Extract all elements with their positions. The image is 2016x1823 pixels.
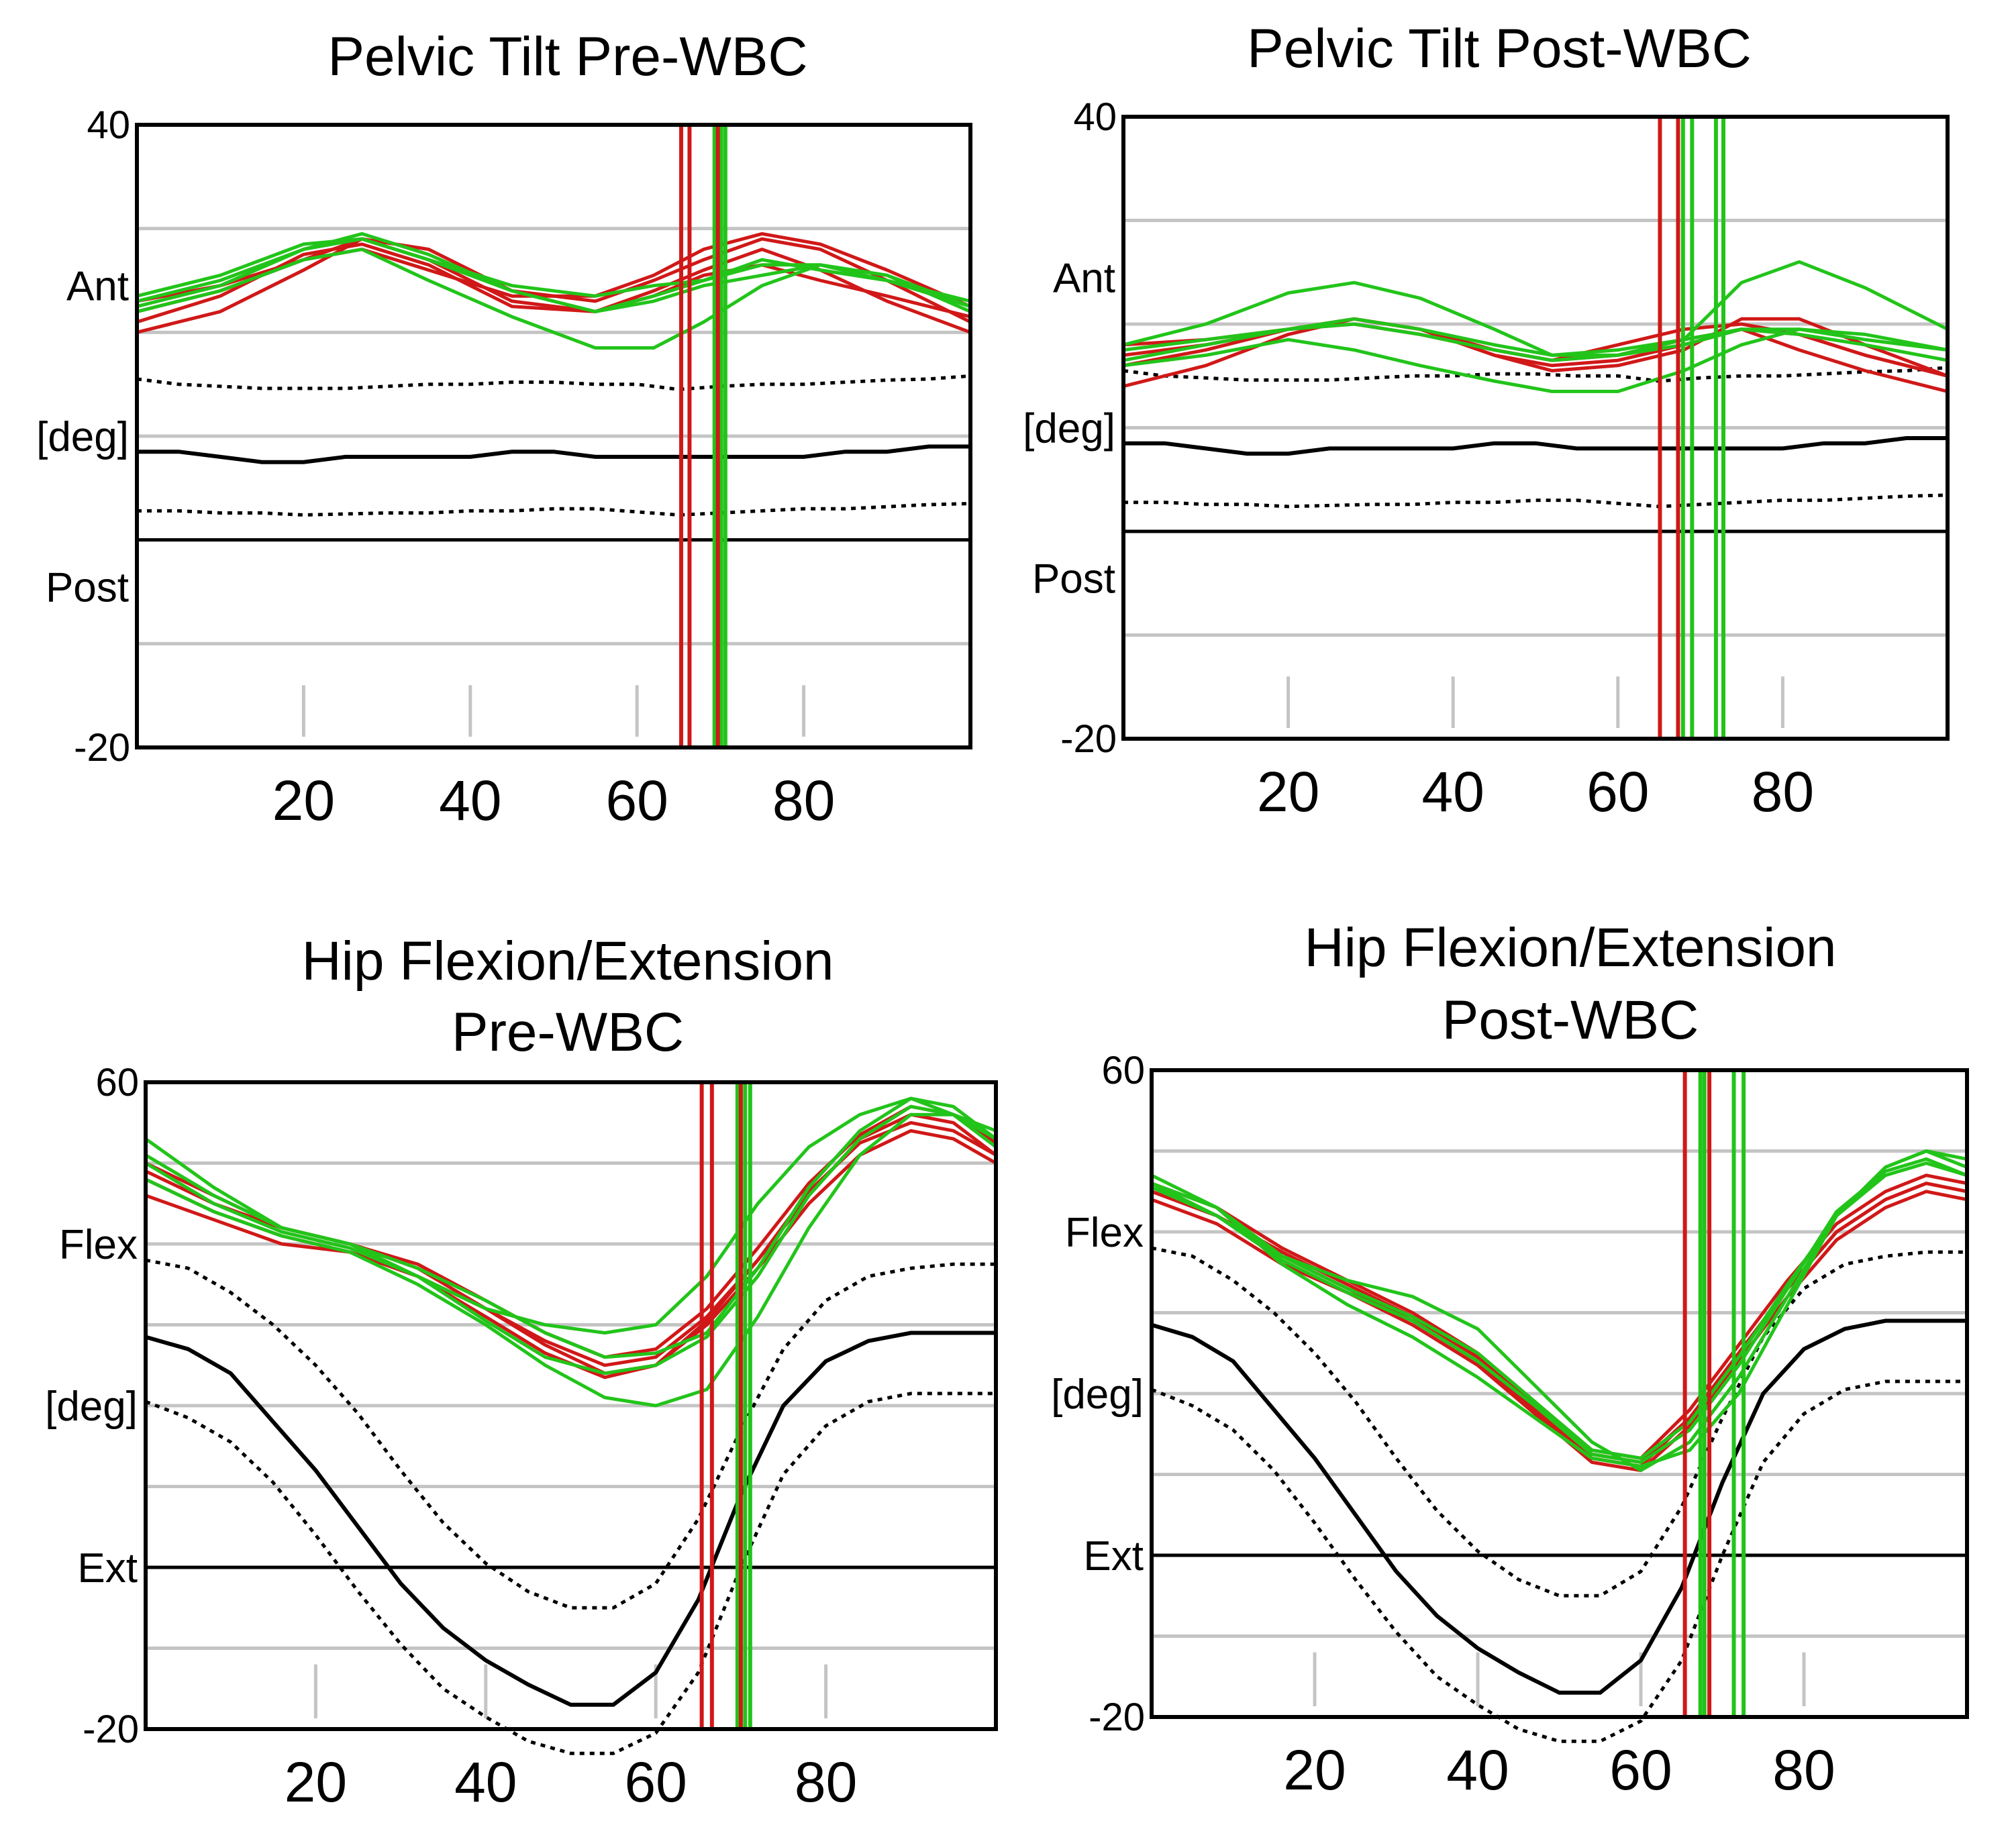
normal-upper-line: [136, 374, 971, 391]
chart-panel-4: Hip Flexion/Extension Post-WBC 60 -20 Flex [d…: [1051, 917, 1969, 1802]
series-line-post-5: [1152, 1149, 1967, 1468]
plot-frame: [135, 123, 972, 749]
y-side-label: Ext: [1083, 1533, 1144, 1579]
y-side-label: [deg]: [36, 414, 129, 460]
normal-mean-line: [1151, 1318, 1967, 1695]
x-tick-label: 60: [624, 1751, 687, 1814]
x-tick-label: 80: [1772, 1738, 1835, 1802]
y-side-label: Ext: [77, 1545, 138, 1592]
y-side-label: Ant: [1053, 255, 1115, 301]
y-tick-label: -20: [1089, 1696, 1145, 1739]
y-side-label: Post: [46, 564, 129, 611]
y-tick-label: 40: [1073, 95, 1117, 139]
chart-panel-1: Pelvic Tilt Pre-WBC 40 -20 Ant [deg] Post 20 40…: [36, 26, 972, 832]
x-tick-label: 40: [1421, 760, 1484, 823]
y-side-label: Flex: [59, 1222, 138, 1268]
x-tick-label: 80: [795, 1751, 857, 1814]
series-line-post-8: [1123, 317, 1948, 362]
chart-panel-2: Pelvic Tilt Post-WBC 40 -20 Ant [deg] Post 20 4…: [1023, 18, 1950, 823]
normal-mean-line: [145, 1331, 996, 1707]
series-line-post-7: [146, 1096, 996, 1359]
x-tick-label: 40: [1446, 1738, 1509, 1802]
y-tick-label: 60: [1101, 1049, 1145, 1092]
y-side-label: Post: [1032, 556, 1115, 603]
x-tick-label: 20: [1257, 760, 1319, 823]
x-tick-label: 80: [1752, 760, 1814, 823]
series-line-pre-3: [1152, 1174, 1967, 1460]
chart-title-line: Hip Flexion/Extension: [301, 931, 834, 992]
normal-mean-line: [1123, 436, 1948, 456]
chart-title-line: Pelvic Tilt Pre-WBC: [327, 26, 807, 87]
plot-frame: [144, 1080, 998, 1731]
y-tick-label: 60: [95, 1061, 139, 1104]
chart-title-line: Pre-WBC: [452, 1002, 684, 1063]
normal-mean-line: [137, 444, 970, 464]
series-line-pre-2: [1152, 1190, 1967, 1472]
normal-lower-line: [1151, 1379, 1967, 1743]
y-side-label: [deg]: [1023, 406, 1115, 452]
y-side-label: [deg]: [1051, 1371, 1144, 1418]
series-group: [1123, 260, 1948, 393]
x-tick-label: 60: [605, 769, 668, 832]
series-line-post-8: [137, 237, 970, 309]
series-group: [1152, 1149, 1967, 1472]
x-tick-label: 60: [1609, 1738, 1672, 1802]
normal-lower-line: [145, 1392, 996, 1755]
normal-upper-line: [1123, 366, 1948, 383]
series-line-post-7: [1152, 1157, 1967, 1464]
series-group: [137, 231, 970, 350]
series-line-post-8: [146, 1104, 996, 1375]
y-tick-label: 40: [87, 103, 130, 147]
x-tick-label: 20: [285, 1751, 347, 1814]
y-tick-label: -20: [74, 726, 130, 770]
x-tick-label: 20: [272, 769, 335, 832]
chart-title-line: Pelvic Tilt Post-WBC: [1247, 18, 1752, 79]
normal-upper-line: [145, 1258, 996, 1610]
normal-lower-line: [137, 502, 971, 517]
chart-panel-3: Hip Flexion/Extension Pre-WBC 60 -20 Flex [de…: [45, 931, 998, 1814]
chart-title-line: Hip Flexion/Extension: [1304, 917, 1836, 978]
y-side-label: [deg]: [45, 1384, 138, 1430]
chart-title-line: Post-WBC: [1442, 990, 1699, 1051]
x-tick-label: 20: [1283, 1738, 1346, 1802]
normal-upper-line: [1151, 1246, 1967, 1598]
plot-frame: [1150, 1068, 1969, 1719]
y-side-label: Ant: [66, 264, 129, 310]
y-tick-label: -20: [1060, 717, 1117, 761]
y-side-label: Flex: [1065, 1210, 1144, 1256]
x-tick-label: 40: [454, 1751, 517, 1814]
normal-lower-line: [1123, 493, 1948, 509]
x-tick-label: 60: [1586, 760, 1649, 823]
x-tick-label: 40: [439, 769, 501, 832]
series-line-post-6: [146, 1112, 996, 1408]
series-line-pre-2: [146, 1129, 996, 1375]
series-group: [146, 1096, 996, 1408]
series-line-pre-1: [1123, 317, 1948, 388]
plot-frame: [1121, 115, 1950, 741]
y-tick-label: -20: [83, 1708, 139, 1751]
x-tick-label: 80: [772, 769, 835, 832]
series-line-post-8: [1152, 1161, 1967, 1460]
